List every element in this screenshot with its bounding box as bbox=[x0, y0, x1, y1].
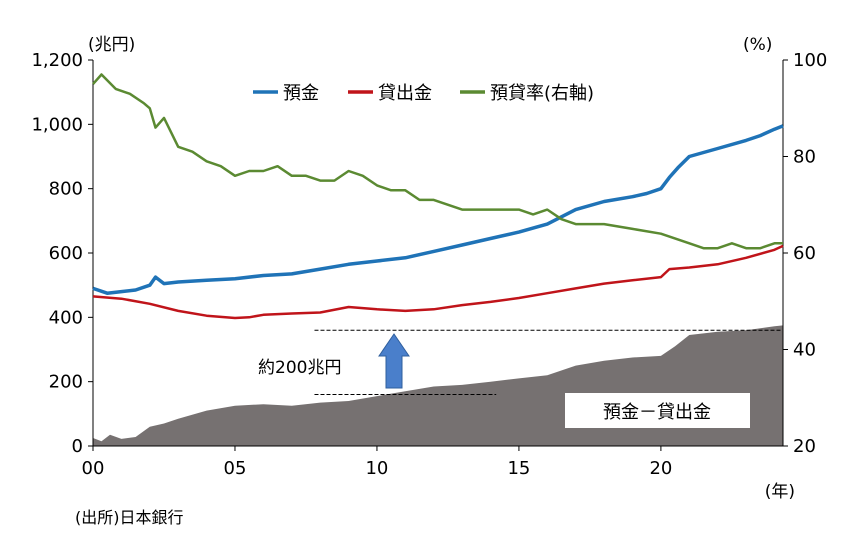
x-tick-label: 10 bbox=[365, 458, 388, 479]
left-tick-label: 1,200 bbox=[31, 50, 83, 71]
legend-label-2: 貸出金 bbox=[378, 83, 432, 104]
legend-label-1: 預金 bbox=[283, 83, 319, 104]
annotation-layer: 預金－貸出金 約200兆円 bbox=[258, 329, 783, 428]
x-tick-label: 00 bbox=[82, 458, 105, 479]
right-axis-unit: (%) bbox=[743, 35, 772, 55]
left-tick-label: 800 bbox=[49, 179, 83, 200]
right-tick-label: 20 bbox=[793, 436, 816, 457]
area-label-box bbox=[565, 393, 750, 428]
source-note: (出所)日本銀行 bbox=[75, 508, 184, 527]
up-arrow-icon bbox=[378, 333, 410, 389]
right-tick-label: 60 bbox=[793, 243, 816, 264]
left-tick-label: 1,000 bbox=[31, 114, 83, 135]
axis-layer bbox=[88, 59, 788, 451]
line-series-2 bbox=[92, 244, 784, 320]
line-layer bbox=[92, 73, 784, 320]
area-series-label: 預金－貸出金 bbox=[603, 402, 711, 423]
line-series-3 bbox=[92, 73, 783, 250]
right-tick-label: 40 bbox=[793, 340, 816, 361]
bracket-label: 約200兆円 bbox=[258, 358, 341, 378]
x-tick-label: 20 bbox=[649, 458, 672, 479]
left-tick-label: 200 bbox=[49, 372, 83, 393]
x-tick-label: 05 bbox=[224, 458, 247, 479]
line-series-1 bbox=[92, 124, 784, 295]
left-tick-label: 600 bbox=[49, 243, 83, 264]
left-tick-label: 400 bbox=[49, 307, 83, 328]
left-tick-label: 0 bbox=[72, 436, 83, 457]
left-axis-unit: (兆円) bbox=[88, 35, 135, 55]
right-tick-label: 80 bbox=[793, 147, 816, 168]
label-layer: 0 200 400 600 800 1,000 1,200 20 40 60 80 100 00 05 10… bbox=[31, 35, 827, 527]
x-axis-unit: (年) bbox=[765, 482, 795, 502]
x-tick-label: 15 bbox=[507, 458, 530, 479]
right-tick-label: 100 bbox=[793, 50, 827, 71]
legend-label-3: 預貸率(右軸) bbox=[490, 83, 594, 104]
